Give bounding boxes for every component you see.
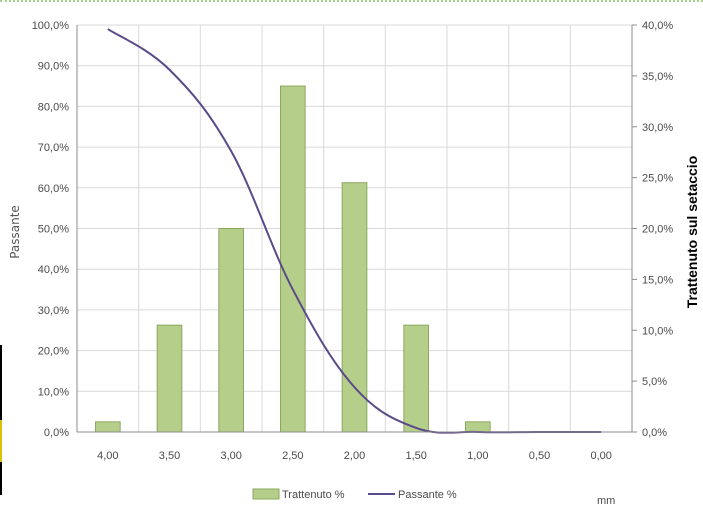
x-tick-label: 0,50 <box>529 450 550 462</box>
bar <box>218 228 244 433</box>
bar-layer <box>95 85 491 433</box>
bar <box>95 421 121 433</box>
y-tick-label: 0,0% <box>44 427 69 439</box>
y-tick-label: 20,0% <box>38 346 69 358</box>
label-layer: 0,0% 10,0% 20,0% 30,0% 40,0% 50,0% 60,0% 70,0% 8… <box>32 20 674 462</box>
legend-label-trattenuto: Trattenuto % <box>282 489 345 501</box>
y-tick-label: 80,0% <box>38 101 69 113</box>
x-tick-label: 2,00 <box>344 450 365 462</box>
x-tick-label: 1,00 <box>467 450 488 462</box>
y2-tick-label: 30,0% <box>642 122 673 134</box>
y2-tick-label: 40,0% <box>642 20 673 32</box>
x-tick-label: 2,50 <box>282 450 303 462</box>
y2-tick-label: 0,0% <box>642 427 667 439</box>
bar <box>341 182 368 433</box>
y-tick-label: 30,0% <box>38 305 69 317</box>
x-tick-label: 0,00 <box>590 450 611 462</box>
top-dotted-border <box>0 0 703 4</box>
x-tick-label: 3,50 <box>159 450 180 462</box>
legend-label-passante: Passante % <box>398 489 457 501</box>
y-tick-label: 60,0% <box>38 183 69 195</box>
y2-tick-label: 25,0% <box>642 173 673 185</box>
bar <box>403 324 430 433</box>
y-axis-title: Passante <box>8 205 22 259</box>
y2-tick-label: 5,0% <box>642 376 667 388</box>
bar <box>280 85 306 433</box>
x-tick-label: 1,50 <box>405 450 426 462</box>
y-tick-label: 90,0% <box>38 61 69 73</box>
bar <box>465 421 491 433</box>
x-tick-label: 4,00 <box>97 450 118 462</box>
legend-swatch-trattenuto <box>252 488 280 500</box>
y2-tick-label: 10,0% <box>642 325 673 337</box>
y-tick-label: 10,0% <box>38 386 69 398</box>
left-edge-mark-yellow <box>0 420 2 462</box>
x-axis-unit: mm <box>597 495 615 506</box>
legend: Trattenuto % Passante % <box>252 488 457 501</box>
y-tick-label: 100,0% <box>32 20 70 32</box>
y-tick-label: 40,0% <box>38 264 69 276</box>
axis-layer <box>76 24 637 433</box>
y-tick-label: 50,0% <box>38 224 69 236</box>
y2-axis-title: Trattenuto sul setaccio <box>684 156 700 308</box>
y-tick-label: 70,0% <box>38 142 69 154</box>
bar <box>156 324 183 433</box>
x-tick-label: 3,00 <box>220 450 241 462</box>
y2-tick-label: 20,0% <box>642 224 673 236</box>
y2-tick-label: 15,0% <box>642 274 673 286</box>
y2-tick-label: 35,0% <box>642 71 673 83</box>
